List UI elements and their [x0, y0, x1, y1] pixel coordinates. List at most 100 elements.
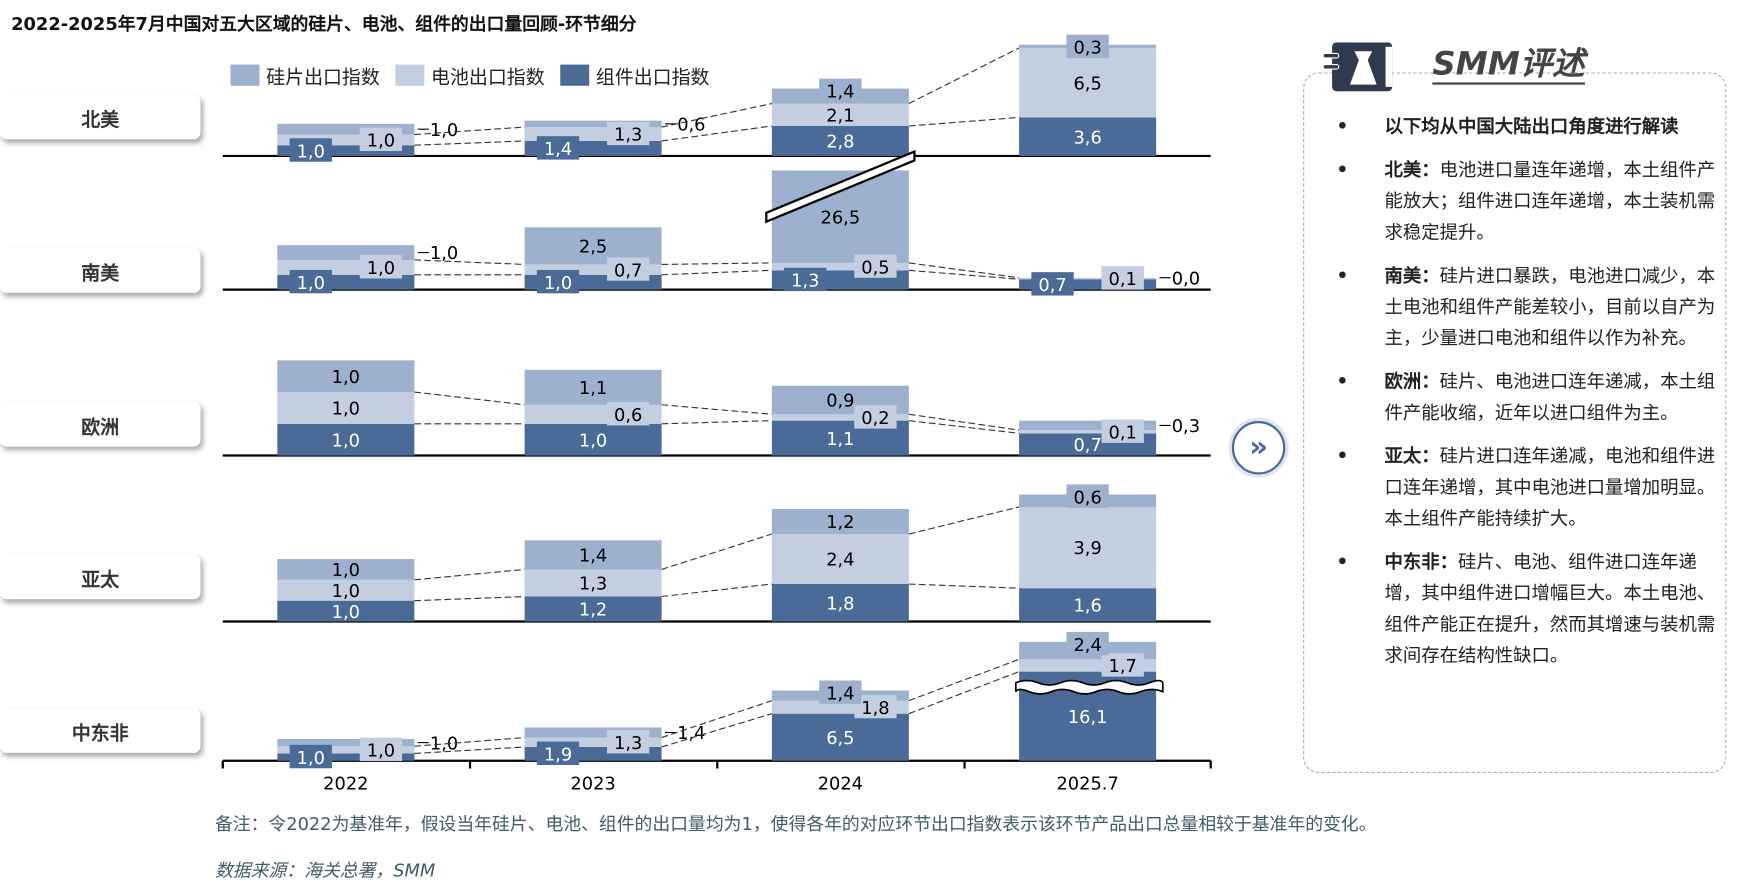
data-label-component: 1,0 — [544, 273, 572, 294]
bar-segment-cell — [771, 414, 909, 421]
footnote: 备注：令2022为基准年，假设当年硅片、电池、组件的出口量均为1，使得各年的对应… — [214, 813, 1377, 835]
commentary-item: • 欧洲：硅片、电池进口连年递减，本土组件产能收缩，近年以进口组件为主。 — [1337, 366, 1716, 428]
data-label-component: 1,4 — [544, 139, 572, 160]
commentary-body: 硅片进口暴跌，电池进口减少，本土电池和组件产能差较小，目前以自产为主，少量进口电… — [1384, 265, 1716, 349]
legend-swatch — [230, 64, 260, 86]
data-label-cell-box — [1101, 266, 1144, 290]
data-label-component: 1,3 — [791, 271, 819, 292]
connector-line-component — [661, 125, 772, 142]
data-label-component: 1,8 — [826, 593, 854, 614]
commentary-head: 亚太： — [1384, 445, 1440, 467]
bar-segment-cell — [524, 737, 662, 747]
data-label-cell: 1,0 — [367, 258, 395, 279]
data-label-wafer: 1,4 — [826, 81, 854, 102]
data-label-cell: 2,4 — [826, 550, 854, 571]
region-label-europe: 欧洲 — [0, 402, 201, 447]
data-label-wafer: 1,2 — [826, 512, 854, 533]
bar-segment-component — [771, 713, 909, 761]
commentary-body: 硅片、电池、组件进口连年递增，其中组件进口增幅巨大。本土电池、组件产能正在提升，… — [1384, 551, 1716, 667]
data-label-cell: 0,7 — [614, 260, 642, 281]
data-label-component: 1,0 — [332, 602, 360, 623]
x-tick-label: 2023 — [570, 774, 615, 795]
bullet-icon: • — [1336, 159, 1349, 181]
data-label-cell: 2,1 — [826, 105, 854, 126]
bar-segment-component — [1019, 279, 1157, 290]
connector-line-component — [414, 595, 525, 602]
data-label-cell-box — [854, 405, 897, 429]
commentary-head: 欧洲： — [1384, 370, 1440, 393]
data-label-wafer: 0,9 — [826, 391, 854, 412]
bar-segment-wafer — [277, 360, 415, 393]
x-tick-label: 2024 — [818, 774, 863, 795]
data-label-wafer: 2,4 — [1073, 635, 1101, 656]
bar-segment-wafer — [277, 739, 415, 747]
data-label-cell-box — [359, 737, 403, 762]
legend: 硅片出口指数 电池出口指数 组件出口指数 — [230, 61, 710, 90]
stacked-bar-chart: 1,01,01,01,41,3 0,62,82,11,43,66,50,31,01… — [221, 34, 1212, 795]
bar-segment-cell — [771, 534, 909, 585]
commentary-head: 以下均从中国大陆出口角度进行解读 — [1384, 115, 1679, 137]
commentary-panel — [1303, 72, 1727, 773]
commentary-head: 南美： — [1384, 265, 1440, 287]
region-label-asia-pacific: 亚太 — [0, 554, 201, 600]
bar-segment-cell — [1019, 277, 1157, 280]
connector-line-component — [661, 713, 773, 748]
data-label-wafer: 1,1 — [579, 378, 607, 399]
data-label-wafer: 0,6 — [677, 115, 705, 136]
region-label-north-america: 北美 — [0, 94, 201, 140]
bullet-icon: • — [1336, 115, 1349, 137]
data-label-cell: 1,8 — [861, 698, 889, 719]
bullet-icon: • — [1336, 370, 1349, 393]
commentary-body: 硅片进口连年递减，电池和组件进口连年递增，其中电池进口量增加明显。本土组件产能持… — [1384, 445, 1716, 530]
bullet-icon: • — [1336, 265, 1349, 287]
data-label-component-box — [289, 269, 332, 294]
connector-line-cell — [661, 262, 772, 265]
data-label-cell: 0,2 — [861, 408, 889, 429]
bar-segment-cell — [1019, 506, 1157, 589]
commentary-head: 中东非： — [1384, 551, 1458, 573]
legend-label: 组件出口指数 — [595, 66, 710, 90]
region-label-south-america: 南美 — [0, 248, 201, 293]
commentary-text: 以下均从中国大陆出口角度进行解读 — [1384, 111, 1678, 142]
commentary-text: 欧洲：硅片、电池进口连年递减，本土组件产能收缩，近年以进口组件为主。 — [1384, 366, 1715, 428]
data-label-component-box — [536, 136, 580, 160]
data-label-cell: 1,0 — [367, 131, 395, 152]
data-label-wafer: 1,0 — [430, 243, 458, 264]
data-label-component: 1,0 — [297, 141, 325, 162]
data-label-wafer-box — [1066, 484, 1109, 508]
axis-break-mark — [1014, 679, 1164, 695]
legend-label: 硅片出口指数 — [266, 66, 380, 90]
bar-segment-cell — [277, 134, 415, 146]
axis-break-mark — [765, 149, 916, 224]
connector-line-cell — [661, 102, 772, 128]
chart-title: 2022-2025年7月中国对五大区域的硅片、电池、组件的出口量回顾-环节细分 — [11, 13, 637, 35]
commentary-item: • 以下均从中国大陆出口角度进行解读 — [1337, 111, 1716, 142]
data-label-component-box — [289, 138, 332, 162]
data-label-wafer: 1,4 — [826, 683, 854, 704]
data-label-component: 1,0 — [579, 430, 607, 451]
commentary-text: 南美：硅片进口暴跌，电池进口减少，本土电池和组件产能差较小，目前以自产为主，少量… — [1384, 261, 1715, 355]
legend-swatch — [395, 64, 425, 86]
data-label-cell: 1,7 — [1109, 656, 1137, 677]
data-label-cell: 1,3 — [614, 125, 642, 146]
bar-segment-component — [524, 596, 662, 622]
data-label-wafer: 1,0 — [430, 733, 458, 754]
bar-segment-cell — [277, 392, 415, 424]
connector-line-cell — [414, 126, 525, 136]
data-label-cell: 1,3 — [614, 733, 642, 754]
connector-line-cell — [414, 391, 525, 406]
data-label-component: 6,5 — [826, 728, 854, 749]
legend-swatch — [560, 64, 590, 86]
connector-line-cell — [908, 506, 1020, 535]
connector-line-component — [414, 140, 525, 146]
legend-item-cell: 电池出口指数 — [395, 61, 545, 89]
connector-line-component — [661, 269, 772, 276]
data-label-cell: 0,1 — [1109, 269, 1137, 290]
bar-segment-cell — [277, 579, 415, 601]
data-label-component: 3,6 — [1073, 127, 1101, 148]
commentary-item: • 亚太：硅片进口连年递减，电池和组件进口连年递增，其中电池进口量增加明显。本土组… — [1337, 441, 1716, 535]
data-label-wafer: 1,0 — [430, 120, 458, 141]
bar-segment-component — [277, 423, 415, 456]
next-slide-button[interactable]: » — [1231, 421, 1286, 475]
chevron-right-icon: » — [1249, 431, 1268, 465]
